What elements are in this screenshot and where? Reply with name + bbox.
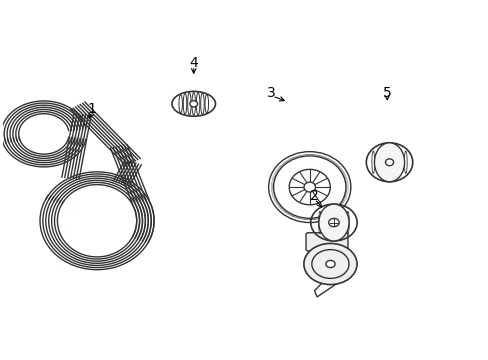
- Text: 4: 4: [189, 56, 198, 70]
- Text: 5: 5: [382, 86, 391, 100]
- Ellipse shape: [385, 159, 393, 166]
- Text: 1: 1: [88, 102, 97, 116]
- Ellipse shape: [374, 143, 404, 182]
- Ellipse shape: [189, 101, 197, 107]
- FancyBboxPatch shape: [305, 233, 347, 251]
- Ellipse shape: [325, 260, 334, 267]
- Ellipse shape: [304, 182, 315, 192]
- Ellipse shape: [303, 243, 356, 284]
- Text: 2: 2: [309, 189, 318, 203]
- Ellipse shape: [328, 219, 339, 227]
- Text: 3: 3: [266, 86, 275, 100]
- Ellipse shape: [318, 204, 348, 241]
